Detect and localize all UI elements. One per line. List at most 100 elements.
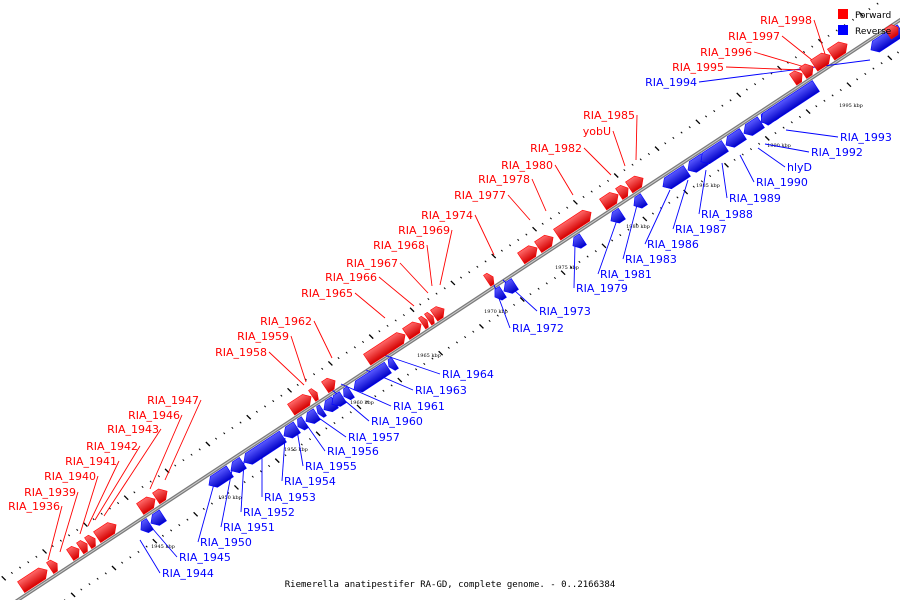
gene-feature[interactable] [137, 518, 154, 536]
major-tick [491, 253, 497, 259]
gene-feature[interactable] [227, 456, 247, 476]
gene-feature[interactable] [84, 533, 99, 550]
minor-tick [676, 196, 679, 199]
minor-tick [157, 475, 160, 478]
gene-feature[interactable] [280, 421, 301, 441]
gene-feature[interactable] [66, 544, 83, 561]
gene-feature[interactable] [630, 193, 648, 211]
minor-tick [876, 2, 879, 5]
gene-feature[interactable] [328, 391, 347, 410]
gene-feature[interactable] [740, 116, 765, 139]
gene-feature[interactable] [534, 232, 557, 254]
minor-tick [476, 265, 479, 268]
gene-label: RIA_1947 [147, 394, 199, 407]
scale-labels: 1945 kbp 1950 kbp 1955 kbp 1960 kbp 1965 kbp… [151, 103, 863, 550]
gene-feature[interactable] [599, 189, 622, 211]
gene-label: RIA_1982 [530, 142, 582, 155]
gene-feature[interactable] [483, 271, 497, 287]
gene-feature[interactable] [402, 319, 425, 340]
minor-tick [231, 426, 234, 429]
gene-feature[interactable] [240, 430, 287, 468]
minor-tick [210, 502, 214, 505]
gene-label: RIA_1946 [128, 409, 180, 422]
scale-label: 1965 kbp [417, 353, 441, 359]
gene-feature[interactable] [93, 519, 120, 544]
gene-feature[interactable] [76, 538, 91, 555]
gene-feature[interactable] [350, 361, 392, 395]
gene-feature[interactable] [418, 315, 431, 330]
minor-tick [647, 152, 650, 156]
gene-feature[interactable] [884, 22, 900, 40]
gene-feature[interactable] [799, 61, 817, 79]
gene-feature[interactable] [385, 357, 399, 372]
gene-feature[interactable] [152, 486, 171, 505]
gene-label: RIA_1962 [260, 315, 312, 328]
label-leader-line [426, 244, 433, 287]
gene-label: RIA_1986 [647, 238, 699, 251]
major-tick [287, 387, 293, 393]
gene-feature[interactable] [553, 207, 595, 241]
gene-feature[interactable] [517, 242, 541, 265]
major-tick [205, 441, 211, 447]
gene-label: RIA_1951 [223, 521, 275, 534]
minor-tick [700, 180, 704, 183]
major-tick [274, 458, 280, 464]
minor-tick [149, 480, 152, 483]
minor-tick [219, 497, 222, 500]
gene-feature[interactable] [491, 285, 507, 302]
gene-label: RIA_1953 [264, 491, 316, 504]
major-tick [858, 11, 864, 17]
gene-feature[interactable] [136, 494, 159, 515]
scale-label: 1960 kbp [350, 400, 374, 406]
major-tick [409, 307, 415, 313]
gene-feature[interactable] [294, 416, 309, 432]
minor-tick [831, 94, 834, 97]
gene-label: RIA_1954 [284, 475, 336, 488]
gene-feature[interactable] [697, 140, 729, 167]
gene-feature[interactable] [287, 391, 315, 416]
major-tick [764, 135, 770, 141]
label-leader-line [383, 354, 441, 375]
gene-feature[interactable] [320, 396, 339, 415]
gene-feature[interactable] [363, 329, 409, 366]
gene-feature[interactable] [340, 385, 355, 401]
minor-tick [692, 185, 695, 188]
gene-feature[interactable] [302, 408, 321, 427]
gene-feature[interactable] [308, 387, 321, 402]
gene-feature[interactable] [607, 207, 626, 226]
major-tick [327, 361, 333, 366]
gene-feature[interactable] [314, 404, 327, 419]
gene-feature[interactable] [500, 278, 519, 297]
gene-feature[interactable] [789, 68, 806, 86]
gene-feature[interactable] [205, 465, 234, 491]
gene-feature[interactable] [659, 165, 691, 192]
gene-label: RIA_1980 [501, 159, 553, 172]
scale-label: 1995 kbp [839, 103, 863, 109]
gene-label: RIA_1983 [625, 253, 677, 266]
scale-label: 1975 kbp [555, 265, 579, 271]
gene-feature[interactable] [810, 50, 834, 72]
gene-feature[interactable] [615, 183, 632, 200]
backbone-highlight [17, 19, 900, 600]
gene-feature[interactable] [569, 233, 587, 251]
gene-feature[interactable] [424, 311, 437, 326]
gene-feature[interactable] [17, 565, 51, 594]
gene-feature[interactable] [827, 39, 851, 61]
gene-feature[interactable] [625, 173, 647, 194]
minor-tick [76, 528, 79, 531]
gene-feature[interactable] [722, 128, 747, 151]
gene-feature[interactable] [147, 509, 167, 529]
minor-tick [186, 518, 189, 521]
gene-feature[interactable] [46, 558, 61, 574]
minor-tick [145, 545, 148, 548]
minor-tick [468, 271, 471, 274]
minor-tick [549, 217, 552, 220]
gene-feature[interactable] [321, 375, 339, 394]
label-leader-line [698, 169, 707, 215]
minor-tick [627, 228, 630, 231]
scale-label: 1985 kbp [696, 183, 720, 189]
gene-feature[interactable] [757, 80, 820, 128]
gene-feature[interactable] [430, 304, 448, 322]
minor-tick [753, 83, 757, 86]
